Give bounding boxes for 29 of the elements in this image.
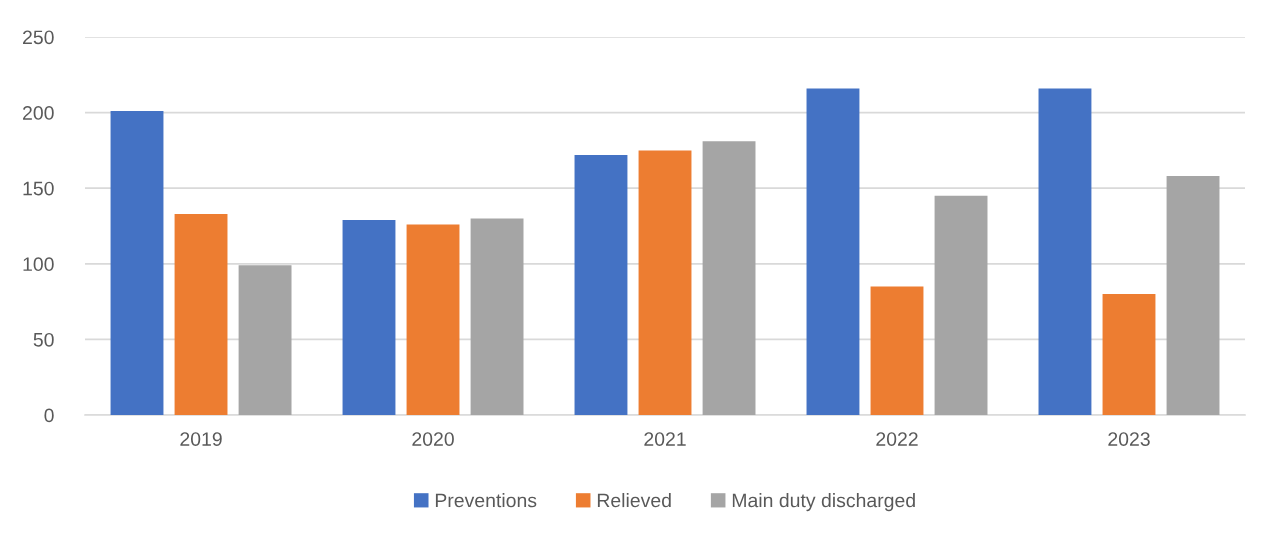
bar [110,111,164,416]
bar [1166,176,1220,416]
bar [806,88,860,416]
bar [174,213,228,416]
bar [574,154,628,416]
bar [342,219,396,416]
legend-label: Main duty discharged [732,493,915,512]
y-tick-label: 150 [23,181,54,196]
y-tick-label: 250 [23,30,54,45]
legend-label: Relieved [597,493,671,508]
x-tick-label: 2021 [644,432,686,446]
bar [934,195,988,416]
bar [238,265,292,416]
bar [1102,294,1156,416]
y-tick-label: 50 [33,332,54,347]
bar [870,286,924,416]
bar [702,141,756,416]
bar [406,224,460,416]
x-tick-label: 2019 [180,432,222,446]
x-tick-label: 2023 [1108,432,1150,446]
y-tick-label: 200 [23,106,54,120]
y-tick-label: 0 [44,408,54,423]
bar [470,218,524,416]
legend-label: Preventions [435,493,537,508]
x-tick-label: 2020 [412,432,454,446]
bar [1038,88,1092,416]
bar [638,150,692,416]
x-tick-label: 2022 [876,432,918,446]
y-tick-label: 100 [23,257,54,272]
